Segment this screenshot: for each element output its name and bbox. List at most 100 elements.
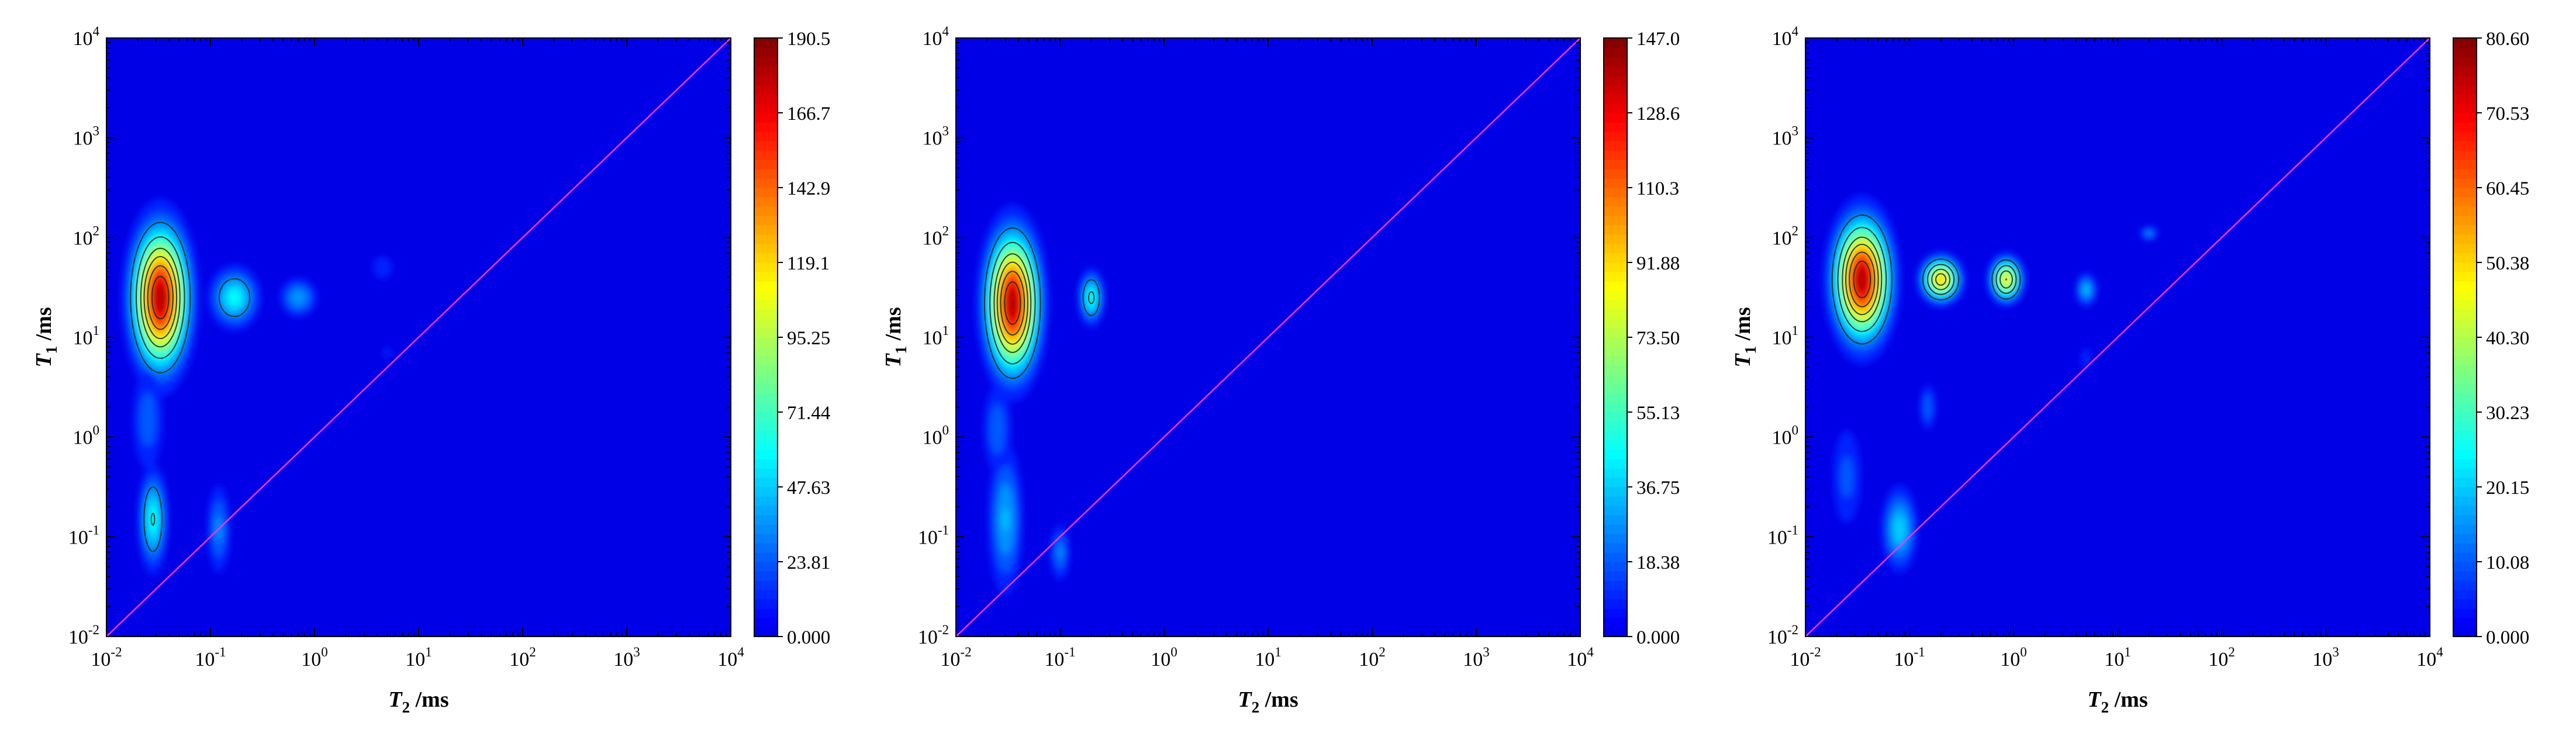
- colorbar-tick-label: 10.08: [2486, 552, 2529, 573]
- diagonal-line: [955, 37, 1581, 637]
- x-tick-exponent: 1: [1275, 645, 1282, 659]
- peak-1-contour-6: [1853, 261, 1871, 299]
- peak-7-band-4: [1893, 514, 1906, 544]
- x-tick-label: 100: [1151, 645, 1177, 670]
- colorbar-segment: [1604, 291, 1627, 300]
- colorbar-segment: [2453, 300, 2477, 310]
- colorbar-segment: [1604, 160, 1627, 170]
- x-axis-label: T2 /ms: [1238, 687, 1298, 716]
- y-tick-label: 10-2: [68, 623, 99, 648]
- colorbar-segment: [754, 384, 778, 394]
- colorbar-segment: [754, 449, 778, 459]
- x-tick-label: 101: [2104, 645, 2131, 670]
- colorbar-tick-label: 23.81: [787, 552, 830, 573]
- colorbar-segment: [2453, 337, 2477, 347]
- colorbar-segment: [2453, 291, 2477, 300]
- colorbar-tick-label: 50.38: [2486, 253, 2529, 274]
- x-axis-label-subscript: 2: [402, 698, 410, 716]
- y-tick-label: 103: [923, 124, 949, 150]
- x-tick-label: 10-2: [91, 645, 122, 670]
- colorbar-tick-label: 0.000: [1636, 627, 1680, 648]
- colorbar-segment: [2453, 103, 2477, 113]
- y-tick-exponent: -2: [938, 623, 949, 637]
- colorbar-segment: [1604, 216, 1627, 226]
- colorbar-segment: [2453, 580, 2477, 590]
- x-tick-label: 10-1: [1894, 645, 1925, 670]
- colorbar-segment: [1604, 356, 1627, 366]
- colorbar-segment: [754, 197, 778, 207]
- colorbar-segment: [754, 132, 778, 141]
- axis-ticks: [1805, 37, 2430, 637]
- colorbar-segment: [1604, 449, 1627, 459]
- colorbar-segment: [1604, 384, 1627, 394]
- colorbar-segment: [2453, 487, 2477, 497]
- colorbar-segment: [1604, 337, 1627, 347]
- colorbar-segment: [1604, 468, 1627, 478]
- colorbar-tick-label: 95.25: [787, 328, 830, 349]
- colorbar-segment: [754, 478, 778, 487]
- x-tick-exponent: -1: [1064, 645, 1075, 659]
- colorbar-segment: [1604, 543, 1627, 553]
- colorbar-segment: [2453, 412, 2477, 422]
- colorbar-segment: [2453, 608, 2477, 618]
- colorbar-segment: [754, 590, 778, 600]
- colorbar-segment: [2453, 244, 2477, 254]
- colorbar-segment: [754, 309, 778, 319]
- x-tick-label: 104: [2416, 645, 2443, 670]
- y-tick-base: 10: [1772, 427, 1792, 449]
- colorbar-segment: [2453, 562, 2477, 572]
- colorbar-segment: [1604, 506, 1627, 516]
- peak-3-contour-2: [1995, 265, 2017, 294]
- colorbar-segment: [754, 403, 778, 413]
- peak-7-band-1: [373, 256, 392, 279]
- x-tick-base: 10: [717, 649, 737, 670]
- colorbar-segment: [754, 506, 778, 516]
- x-tick-exponent: 0: [2020, 645, 2027, 659]
- colorbar-segment: [2453, 618, 2477, 628]
- colorbar-tick-label: 119.1: [787, 253, 830, 274]
- colorbar-segment: [754, 393, 778, 403]
- colorbar-tick-label: 40.30: [2486, 328, 2529, 349]
- x-tick-label: 103: [613, 645, 640, 670]
- y-axis-label-symbol: T: [1731, 353, 1755, 368]
- colorbar-segment: [754, 515, 778, 525]
- peak-3-contour-3: [1999, 270, 2013, 289]
- y-tick-exponent: 4: [93, 24, 100, 39]
- y-tick-base: 10: [923, 227, 942, 249]
- chart-panel-2: 10-2 10-1 100 101 102 103 10410-210-1100101102…: [881, 24, 1680, 716]
- colorbar-tick-label: 73.50: [1636, 328, 1680, 349]
- x-tick-base: 10: [195, 649, 215, 670]
- x-tick-label: 10-1: [195, 645, 226, 670]
- x-tick-exponent: -1: [215, 645, 226, 659]
- peak-1-contour-3: [140, 247, 181, 348]
- colorbar-tick-label: 190.5: [787, 29, 830, 50]
- y-tick-label: 103: [1772, 124, 1799, 150]
- y-tick-exponent: 2: [1792, 223, 1799, 238]
- colorbar-segment: [754, 94, 778, 104]
- y-tick-label: 104: [73, 24, 100, 50]
- colorbar-segment: [1604, 103, 1627, 113]
- peak-1-band-16: [1011, 302, 1014, 305]
- colorbar-segment: [754, 244, 778, 254]
- colorbar-segment: [754, 141, 778, 151]
- colorbar-segment: [754, 431, 778, 441]
- colorbar-segment: [754, 412, 778, 422]
- colorbar-segment: [2453, 75, 2477, 85]
- colorbar-segment: [754, 85, 778, 95]
- x-tick-base: 10: [1790, 649, 1810, 670]
- colorbar-segment: [754, 103, 778, 113]
- y-tick-base: 10: [1772, 327, 1792, 349]
- colorbar-segment: [754, 234, 778, 244]
- colorbar-segment: [1604, 515, 1627, 525]
- x-tick-base: 10: [301, 649, 321, 670]
- colorbar-segment: [2453, 206, 2477, 216]
- colorbar-segment: [1604, 571, 1627, 581]
- peak-1-contour-2: [135, 236, 185, 359]
- peak-1-contour-6: [151, 275, 170, 320]
- chart-panel-1: 10-2 10-1 100 101 102 103 10410-210-1100101102…: [32, 24, 830, 716]
- colorbar-segment: [1604, 431, 1627, 441]
- peak-2-contour-2: [1927, 264, 1955, 295]
- colorbar-segment: [2453, 421, 2477, 431]
- x-tick-base: 10: [2416, 649, 2436, 670]
- peak-9-band-3: [2145, 230, 2153, 237]
